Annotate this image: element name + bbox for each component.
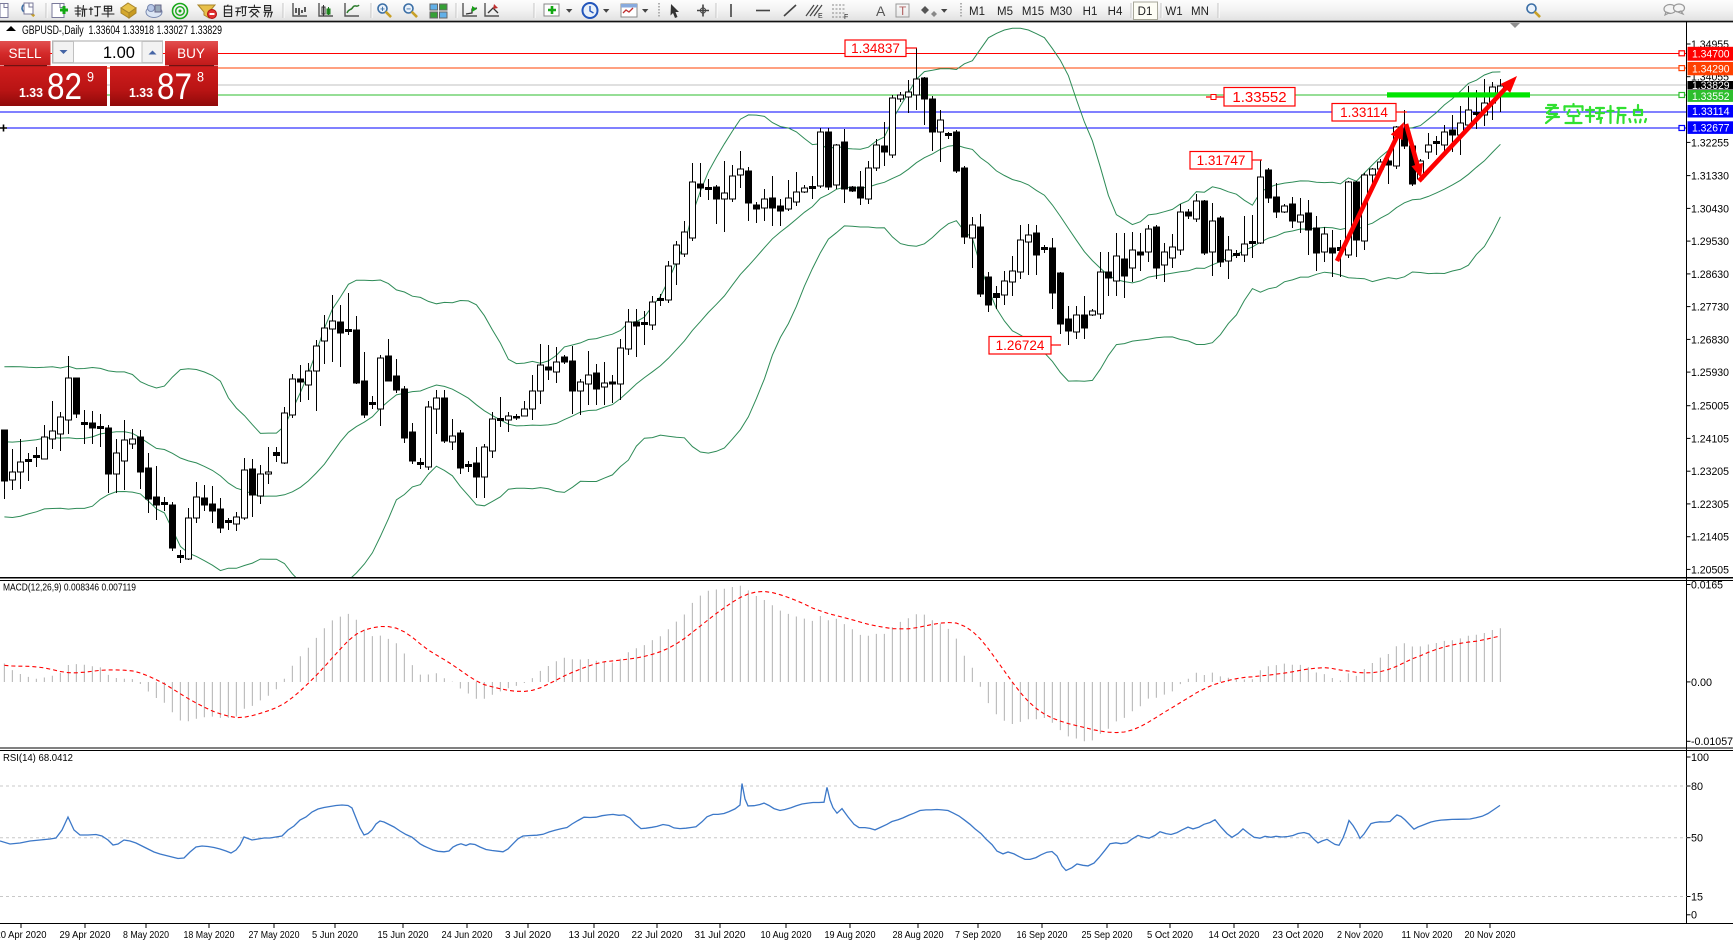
svg-text:5 Oct 2020: 5 Oct 2020 — [1147, 929, 1193, 940]
svg-text:20 Nov 2020: 20 Nov 2020 — [1465, 929, 1516, 940]
svg-text:100: 100 — [1691, 752, 1709, 764]
svg-text:M15: M15 — [1022, 6, 1044, 18]
svg-text:22 Jul 2020: 22 Jul 2020 — [632, 929, 683, 940]
svg-text:23 Oct 2020: 23 Oct 2020 — [1273, 929, 1324, 940]
svg-text:M1: M1 — [969, 6, 985, 18]
svg-text:1.00: 1.00 — [103, 44, 135, 62]
svg-text:10 Aug 2020: 10 Aug 2020 — [761, 929, 812, 940]
svg-text:15: 15 — [1691, 891, 1703, 903]
svg-text:7 Sep 2020: 7 Sep 2020 — [955, 929, 1001, 940]
svg-text:1.33114: 1.33114 — [1340, 105, 1388, 120]
svg-text:1.33: 1.33 — [19, 86, 43, 100]
svg-text:1.33552: 1.33552 — [1692, 91, 1730, 103]
svg-text:1.31747: 1.31747 — [1197, 153, 1246, 168]
svg-text:0.00: 0.00 — [1691, 677, 1712, 689]
svg-text:8: 8 — [197, 70, 204, 85]
svg-text:T: T — [899, 4, 907, 18]
svg-text:31 Jul 2020: 31 Jul 2020 — [695, 929, 746, 940]
svg-text:19 Aug 2020: 19 Aug 2020 — [825, 929, 876, 940]
svg-text:18 May 2020: 18 May 2020 — [184, 929, 235, 940]
svg-text:20 Apr 2020: 20 Apr 2020 — [0, 929, 47, 940]
svg-text:1.26830: 1.26830 — [1691, 334, 1729, 346]
svg-text:0.0165: 0.0165 — [1691, 579, 1723, 591]
svg-text:16 Sep 2020: 16 Sep 2020 — [1017, 929, 1068, 940]
svg-text:5 Jun 2020: 5 Jun 2020 — [312, 929, 358, 940]
svg-text:80: 80 — [1691, 781, 1703, 793]
svg-text:1.32255: 1.32255 — [1691, 137, 1729, 149]
svg-text:1.34837: 1.34837 — [851, 41, 900, 56]
svg-text:+: + — [380, 5, 385, 14]
svg-text:1.28630: 1.28630 — [1691, 269, 1729, 281]
svg-text:28 Aug 2020: 28 Aug 2020 — [893, 929, 944, 940]
svg-text:82: 82 — [47, 66, 82, 107]
svg-text:H1: H1 — [1083, 6, 1098, 18]
svg-text:1.29530: 1.29530 — [1691, 236, 1729, 248]
svg-text:D1: D1 — [1138, 6, 1153, 18]
svg-text:87: 87 — [157, 66, 192, 107]
svg-text:1.34290: 1.34290 — [1692, 64, 1730, 76]
svg-text:1.26724: 1.26724 — [996, 338, 1045, 353]
svg-text:1.33: 1.33 — [129, 86, 153, 100]
svg-text:E: E — [818, 13, 823, 20]
svg-text:MN: MN — [1191, 6, 1209, 18]
svg-text:M30: M30 — [1050, 6, 1072, 18]
svg-text:1.33114: 1.33114 — [1692, 106, 1730, 118]
svg-text:13 Jul 2020: 13 Jul 2020 — [569, 929, 620, 940]
svg-text:GBPUSD-,Daily 1.33604 1.33918: GBPUSD-,Daily 1.33604 1.33918 1.33027 1.… — [22, 25, 222, 37]
svg-text:1.30430: 1.30430 — [1691, 203, 1729, 215]
svg-text:8 May 2020: 8 May 2020 — [123, 929, 169, 940]
svg-text:27 May 2020: 27 May 2020 — [249, 929, 300, 940]
svg-text:50: 50 — [1691, 833, 1703, 845]
svg-text:1.33829: 1.33829 — [1692, 80, 1730, 92]
svg-text:1.20505: 1.20505 — [1691, 564, 1729, 576]
svg-text:1.25930: 1.25930 — [1691, 367, 1729, 379]
svg-text:2 Nov 2020: 2 Nov 2020 — [1337, 929, 1383, 940]
svg-text:1.34700: 1.34700 — [1692, 49, 1730, 61]
svg-text:1.21405: 1.21405 — [1691, 532, 1729, 544]
svg-text:SELL: SELL — [8, 46, 42, 61]
svg-text:M5: M5 — [997, 6, 1013, 18]
svg-text:W1: W1 — [1165, 6, 1182, 18]
svg-text:1.23205: 1.23205 — [1691, 466, 1729, 478]
svg-text:RSI(14) 68.0412: RSI(14) 68.0412 — [3, 752, 73, 764]
svg-text:1.32677: 1.32677 — [1692, 123, 1730, 135]
svg-text:BUY: BUY — [177, 46, 205, 61]
svg-text:1.27730: 1.27730 — [1691, 301, 1729, 313]
svg-text:H4: H4 — [1108, 6, 1123, 18]
svg-text:25 Sep 2020: 25 Sep 2020 — [1082, 929, 1133, 940]
svg-text:1.24105: 1.24105 — [1691, 433, 1729, 445]
svg-text:A: A — [876, 3, 886, 19]
svg-text:29 Apr 2020: 29 Apr 2020 — [60, 929, 111, 940]
svg-text:−: − — [406, 5, 411, 14]
svg-text:3 Jul 2020: 3 Jul 2020 — [505, 929, 551, 940]
svg-text:9: 9 — [87, 70, 94, 85]
svg-text:24 Jun 2020: 24 Jun 2020 — [442, 929, 493, 940]
svg-text:14 Oct 2020: 14 Oct 2020 — [1209, 929, 1260, 940]
svg-text:11 Nov 2020: 11 Nov 2020 — [1402, 929, 1453, 940]
svg-text:15 Jun 2020: 15 Jun 2020 — [378, 929, 429, 940]
svg-text:MACD(12,26,9) 0.008346 0.00711: MACD(12,26,9) 0.008346 0.007119 — [3, 582, 136, 594]
svg-text:0: 0 — [1691, 910, 1697, 922]
svg-text:1.33552: 1.33552 — [1232, 89, 1286, 106]
svg-text:F: F — [844, 14, 848, 21]
svg-text:1.31330: 1.31330 — [1691, 170, 1729, 182]
svg-text:1.25005: 1.25005 — [1691, 401, 1729, 413]
svg-text:1.22305: 1.22305 — [1691, 499, 1729, 511]
